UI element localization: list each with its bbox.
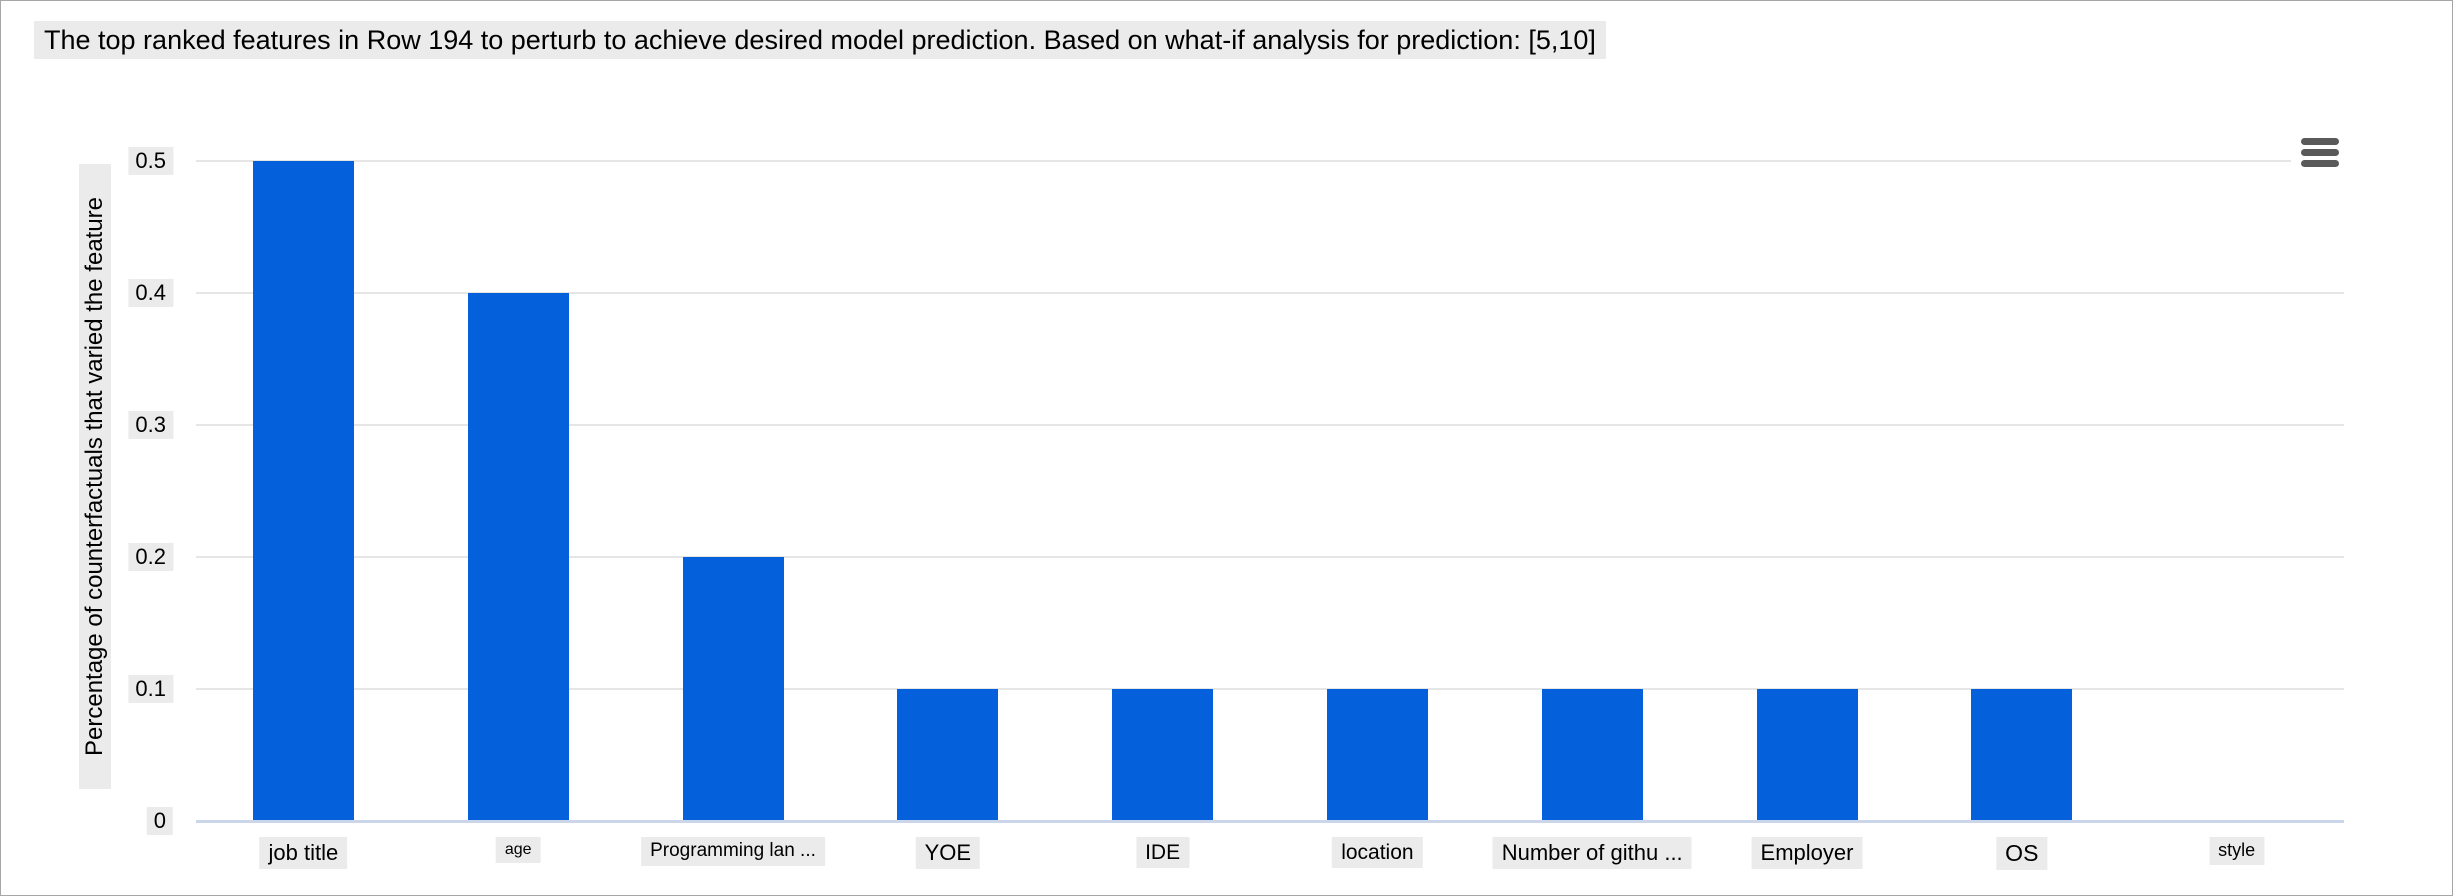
x-axis-tick-label: Programming lan ... bbox=[641, 837, 825, 866]
gridline bbox=[196, 688, 2344, 690]
x-axis-tick-label: job title bbox=[259, 837, 348, 870]
bar-job-title[interactable] bbox=[252, 161, 354, 821]
gridline bbox=[196, 424, 2344, 426]
bar-number-of-githu-[interactable] bbox=[1541, 689, 1643, 821]
gridline bbox=[196, 160, 2344, 162]
bar-location[interactable] bbox=[1326, 689, 1428, 821]
bar-programming-lan-[interactable] bbox=[682, 557, 784, 821]
x-axis-tick-label: location bbox=[1332, 837, 1423, 869]
x-axis-tick-label: YOE bbox=[915, 837, 981, 870]
y-axis-tick-label: 0.3 bbox=[128, 411, 173, 439]
y-axis-tick-label: 0.5 bbox=[128, 147, 173, 175]
gridline bbox=[196, 556, 2344, 558]
y-axis-title: Percentage of counterfactuals that varie… bbox=[79, 164, 111, 789]
hamburger-menu-icon bbox=[2301, 137, 2339, 167]
bar-os[interactable] bbox=[1971, 689, 2073, 821]
y-axis-tick-label: 0.2 bbox=[128, 543, 173, 571]
gridline bbox=[196, 292, 2344, 294]
bar-yoe[interactable] bbox=[897, 689, 999, 821]
bar-age[interactable] bbox=[467, 293, 569, 821]
x-axis-line bbox=[196, 820, 2344, 823]
bar-ide[interactable] bbox=[1112, 689, 1214, 821]
x-axis-tick-label: OS bbox=[1996, 837, 2048, 871]
x-axis-tick-label: IDE bbox=[1136, 837, 1190, 869]
y-axis-tick-label: 0.4 bbox=[128, 279, 173, 307]
x-axis-tick-label: style bbox=[2209, 837, 2265, 865]
x-axis-tick-label: Employer bbox=[1751, 837, 1863, 870]
y-axis-tick-label: 0.1 bbox=[128, 675, 173, 703]
y-axis-tick-label: 0 bbox=[146, 807, 173, 835]
bar-employer[interactable] bbox=[1756, 689, 1858, 821]
x-axis-tick-label: age bbox=[495, 837, 541, 863]
chart-context-menu-button[interactable] bbox=[2291, 129, 2349, 175]
x-axis-tick-label: Number of githu ... bbox=[1492, 837, 1692, 870]
chart-title: The top ranked features in Row 194 to pe… bbox=[34, 21, 1606, 59]
